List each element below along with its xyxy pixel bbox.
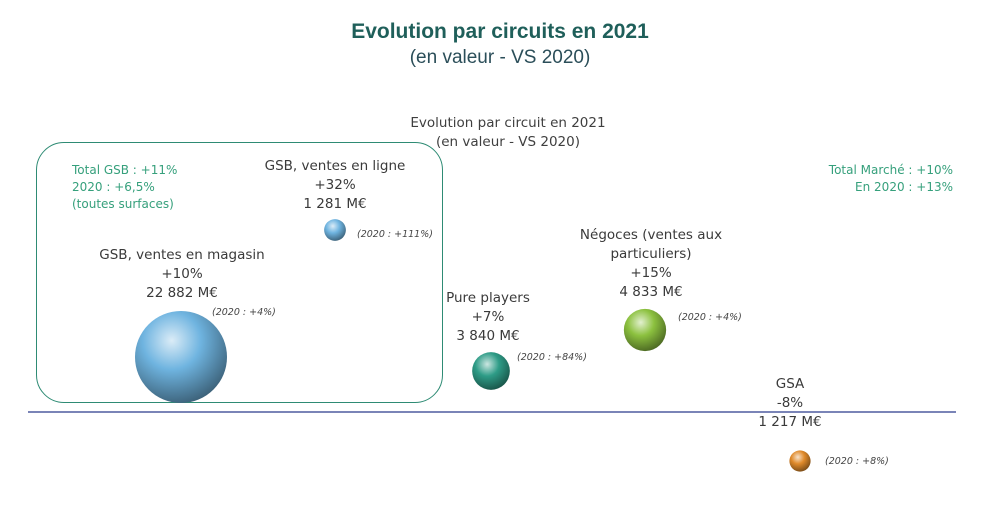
label-value: 1 217 M€ <box>758 414 822 430</box>
label-gsa: GSA -8% 1 217 M€ <box>740 375 840 432</box>
label-evolution: -8% <box>776 395 804 411</box>
bubble-gsa <box>789 450 811 472</box>
label-name: Pure players <box>446 290 530 306</box>
prev-gsb-store: (2020 : +4%) <box>212 307 276 318</box>
label-value: 22 882 M€ <box>146 285 218 301</box>
label-value: 4 833 M€ <box>619 284 683 300</box>
prev-negoces: (2020 : +4%) <box>678 312 742 323</box>
gsb-group-box <box>36 142 443 403</box>
label-name: Négoces (ventes aux particuliers) <box>579 227 723 262</box>
gsb-2020-line: 2020 : +6,5% <box>72 180 155 194</box>
gsb-scope-line: (toutes surfaces) <box>72 197 174 211</box>
label-value: 1 281 M€ <box>303 196 367 212</box>
label-evolution: +10% <box>161 266 203 282</box>
label-name: GSA <box>775 376 805 392</box>
label-value: 3 840 M€ <box>456 328 520 344</box>
gsb-total-line: Total GSB : +11% <box>72 163 178 177</box>
bubble-gsb-online <box>324 219 346 241</box>
chart-subtitle-line: (en valeur - VS 2020) <box>435 134 581 150</box>
prev-gsb-online: (2020 : +111%) <box>357 229 433 240</box>
label-negoces: Négoces (ventes aux particuliers) +15% 4… <box>576 226 726 302</box>
label-evolution: +32% <box>314 177 356 193</box>
market-total-note: Total Marché : +10% En 2020 : +13% <box>829 162 953 196</box>
label-pure-players: Pure players +7% 3 840 M€ <box>438 289 538 346</box>
prev-gsa: (2020 : +8%) <box>825 456 889 467</box>
label-evolution: +15% <box>630 265 672 281</box>
label-gsb-store: GSB, ventes en magasin +10% 22 882 M€ <box>92 246 272 303</box>
chart-title: Evolution par circuit en 2021 (en valeur… <box>380 114 636 152</box>
bubble-negoces <box>623 308 667 352</box>
label-name: GSB, ventes en ligne <box>264 158 406 174</box>
page-subtitle: (en valeur - VS 2020) <box>409 47 591 68</box>
bubble-pure-players <box>472 352 510 390</box>
market-2020-line: En 2020 : +13% <box>855 180 953 194</box>
gsb-total-note: Total GSB : +11% 2020 : +6,5% (toutes su… <box>72 162 177 213</box>
bubble-gsb-store <box>135 311 227 403</box>
prev-pure-players: (2020 : +84%) <box>517 352 587 363</box>
page-title: Evolution par circuits en 2021 <box>351 20 649 43</box>
chart-title-line: Evolution par circuit en 2021 <box>410 115 606 131</box>
label-evolution: +7% <box>471 309 505 325</box>
market-total-line: Total Marché : +10% <box>828 163 953 177</box>
label-name: GSB, ventes en magasin <box>99 247 265 263</box>
label-gsb-online: GSB, ventes en ligne +32% 1 281 M€ <box>260 157 410 214</box>
